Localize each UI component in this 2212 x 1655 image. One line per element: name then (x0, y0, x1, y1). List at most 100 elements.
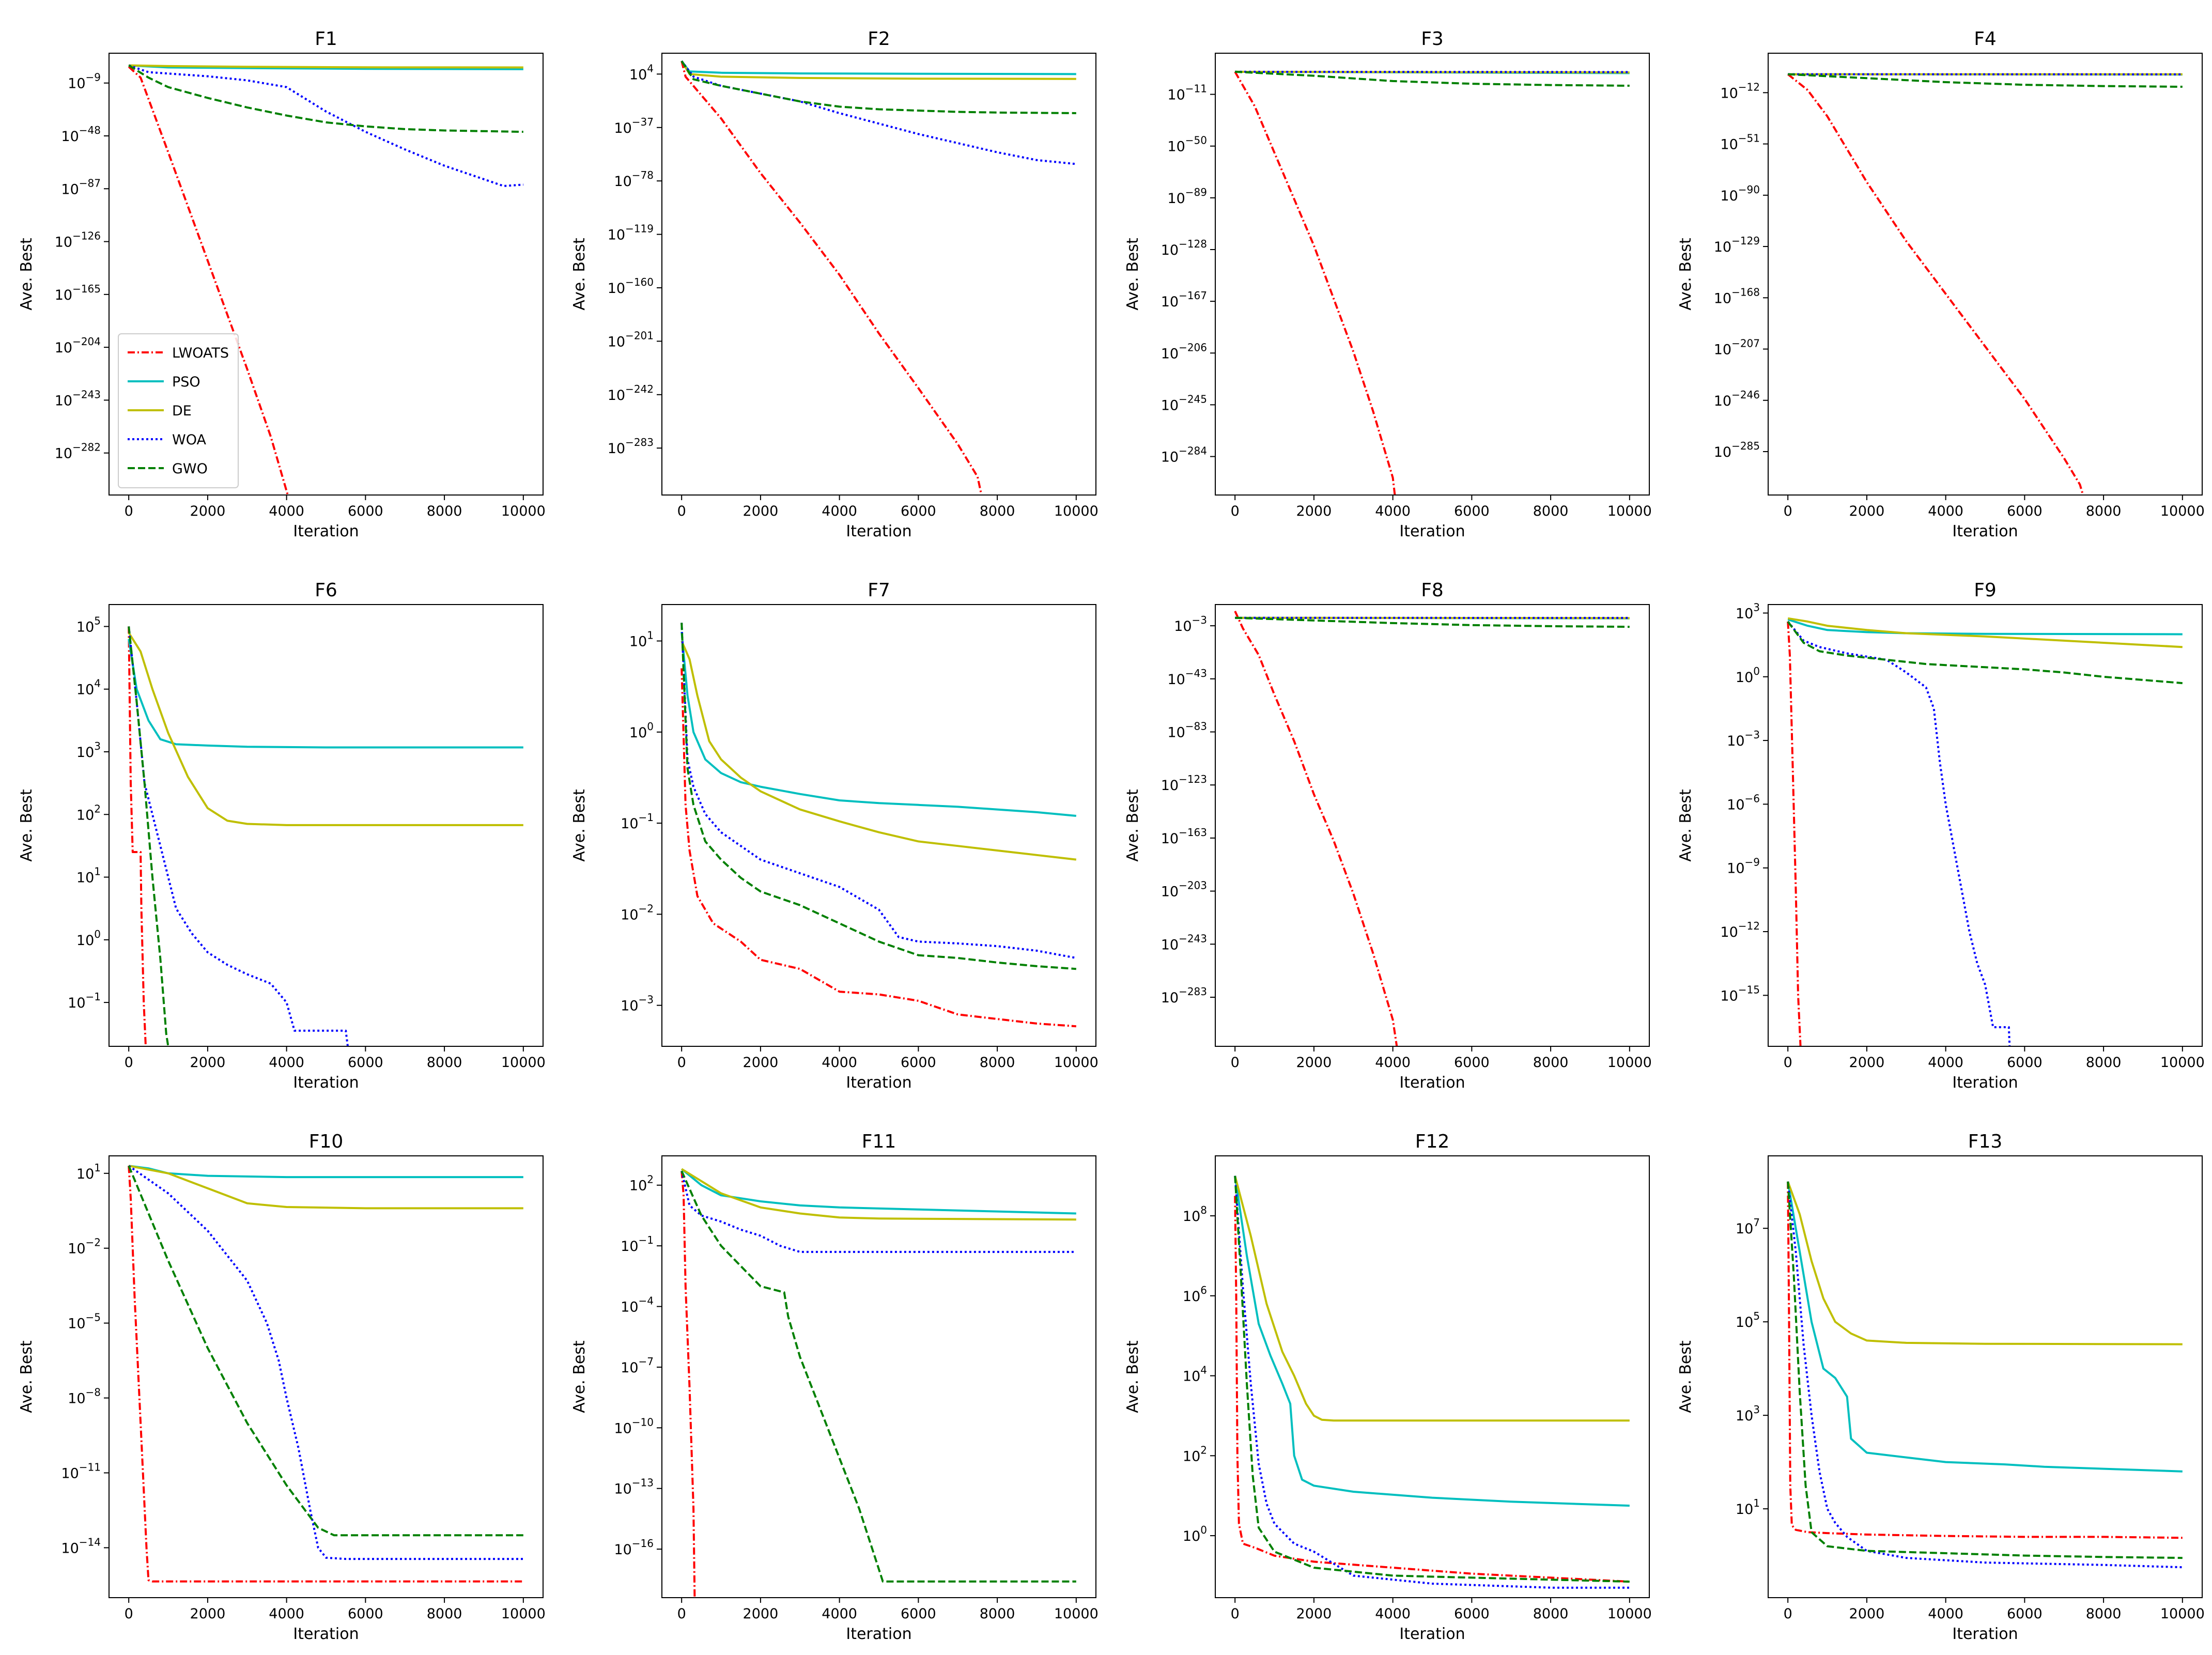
y-axis-label: Ave. Best (18, 1340, 36, 1413)
x-tick-label: 0 (677, 1055, 686, 1071)
y-tick-exponent: 0 (1200, 1524, 1207, 1536)
x-tick-label: 2000 (743, 1606, 779, 1622)
y-tick-exponent: −15 (1738, 983, 1760, 996)
series-line-lwoats (680, 1171, 696, 1598)
x-tick-label: 10000 (2160, 1606, 2205, 1622)
y-tick-label: 10−206 (1161, 341, 1207, 362)
y-tick-exponent: −206 (1179, 341, 1207, 353)
series-line-gwo (1787, 1181, 2183, 1559)
y-tick-label: 10−243 (1161, 932, 1207, 953)
x-tick-label: 6000 (348, 1055, 383, 1071)
series-line-lwoats (680, 668, 1076, 1028)
x-tick-label: 2000 (1849, 1055, 1885, 1071)
y-tick-exponent: 5 (94, 614, 101, 627)
series-line-woa (680, 1170, 1076, 1253)
y-tick-label: 10−12 (1720, 81, 1760, 101)
y-tick-exponent: −43 (1185, 667, 1207, 679)
x-tick-label: 0 (1231, 503, 1240, 519)
x-tick-label: 8000 (2086, 503, 2122, 519)
x-tick-label: 10000 (501, 1055, 546, 1071)
chart-panel-f13: F13 0 2000 4000 6000 8000 10000 Iteration 107 105… (1677, 1131, 2205, 1643)
x-axis-label: Iteration (1952, 1625, 2018, 1643)
x-axis-label: Iteration (1952, 1074, 2018, 1092)
y-tick-label: 10−43 (1167, 667, 1207, 688)
y-tick-exponent: −50 (1185, 134, 1207, 147)
y-tick-label: 10−5 (68, 1311, 101, 1332)
y-tick-label: 10−283 (608, 436, 654, 457)
x-tick-label: 0 (677, 1606, 686, 1622)
chart-title: F12 (1415, 1131, 1450, 1152)
y-tick-exponent: −11 (79, 1461, 101, 1473)
chart-panel-f6: F60 2000 4000 6000 8000 10000Iteration1051041… (18, 580, 546, 1092)
axes-frame (1768, 1155, 2203, 1598)
y-tick-label: 10−119 (608, 223, 654, 243)
series-line-woa (128, 64, 523, 187)
x-tick-label: 4000 (269, 1055, 304, 1071)
y-tick-label: 10−168 (1714, 286, 1760, 306)
series-line-lwoats (128, 626, 147, 1046)
series-line-de (1787, 617, 2183, 648)
y-tick-label: 108 (1183, 1204, 1207, 1225)
x-axis-label: Iteration (1399, 522, 1465, 540)
y-tick-label: 10−160 (608, 276, 654, 297)
chart-title: F3 (1421, 28, 1444, 50)
y-tick-label: 10−129 (1714, 235, 1760, 255)
y-tick-exponent: −243 (72, 388, 101, 400)
series-line-gwo (680, 1170, 1076, 1583)
y-tick-label: 10−283 (1161, 985, 1207, 1006)
chart-title: F6 (315, 580, 337, 601)
y-tick-label: 10−123 (1161, 773, 1207, 794)
axes-frame (1215, 1155, 1650, 1598)
y-tick-label: 10−203 (1161, 879, 1207, 900)
y-tick-exponent: −12 (1738, 920, 1760, 932)
y-tick-exponent: −119 (625, 223, 654, 235)
x-axis-label: Iteration (846, 522, 911, 540)
y-tick-label: 10−7 (621, 1355, 654, 1376)
series-line-gwo (1235, 616, 1630, 628)
y-tick-exponent: −6 (1745, 792, 1760, 805)
series-line-woa (680, 623, 1077, 959)
y-tick-exponent: −204 (72, 335, 101, 348)
y-tick-label: 10−3 (1727, 729, 1760, 749)
chart-panel-f3: F3 0 2000 4000 6000 8000 10000 Iteration 10−11 10… (1124, 28, 1652, 540)
y-tick-label: 10−13 (614, 1477, 654, 1497)
y-tick-exponent: −163 (1179, 826, 1207, 839)
y-tick-exponent: −2 (639, 902, 654, 915)
x-tick-label: 0 (1231, 1055, 1240, 1071)
series-line-lwoats (1787, 1181, 2183, 1539)
y-tick-exponent: −283 (625, 436, 654, 448)
x-tick-label: 10000 (1607, 1055, 1652, 1071)
y-tick-label: 10−204 (55, 335, 101, 356)
chart-title: F11 (862, 1131, 896, 1152)
y-tick-label: 102 (76, 802, 101, 823)
y-tick-exponent: 4 (647, 62, 654, 74)
x-tick-label: 6000 (2007, 503, 2043, 519)
y-tick-exponent: −203 (1179, 879, 1207, 892)
series-line-woa (128, 626, 349, 1046)
chart-panel-f1: F1 0 2000 4000 6000 8000 10000 Iteration 10−9 10−… (18, 28, 546, 540)
y-tick-exponent: −246 (1731, 389, 1760, 401)
legend-label-gwo: GWO (172, 461, 208, 477)
y-tick-label: 10−6 (1727, 792, 1760, 813)
x-tick-label: 6000 (1454, 1606, 1490, 1622)
y-tick-label: 10−1 (68, 991, 101, 1011)
y-tick-label: 10−14 (61, 1536, 101, 1556)
legend: LWOATS PSO DE WOA GWO (118, 333, 239, 488)
y-tick-exponent: −4 (639, 1295, 654, 1307)
x-tick-label: 6000 (348, 1606, 383, 1622)
series-line-gwo (128, 626, 169, 1046)
y-axis-label: Ave. Best (18, 238, 36, 311)
y-tick-exponent: 2 (1200, 1444, 1207, 1456)
chart-title: F4 (1974, 28, 1997, 50)
y-tick-label: 10−2 (68, 1236, 101, 1257)
y-tick-exponent: −285 (1731, 440, 1760, 452)
y-tick-exponent: 0 (94, 928, 101, 940)
y-axis-label: Ave. Best (570, 789, 589, 862)
y-tick-label: 10−78 (614, 169, 654, 190)
y-tick-exponent: −14 (79, 1536, 101, 1548)
y-tick-label: 107 (1736, 1216, 1760, 1237)
x-tick-label: 0 (1231, 1606, 1240, 1622)
y-tick-exponent: −11 (1185, 83, 1207, 95)
x-tick-label: 8000 (1533, 503, 1569, 519)
